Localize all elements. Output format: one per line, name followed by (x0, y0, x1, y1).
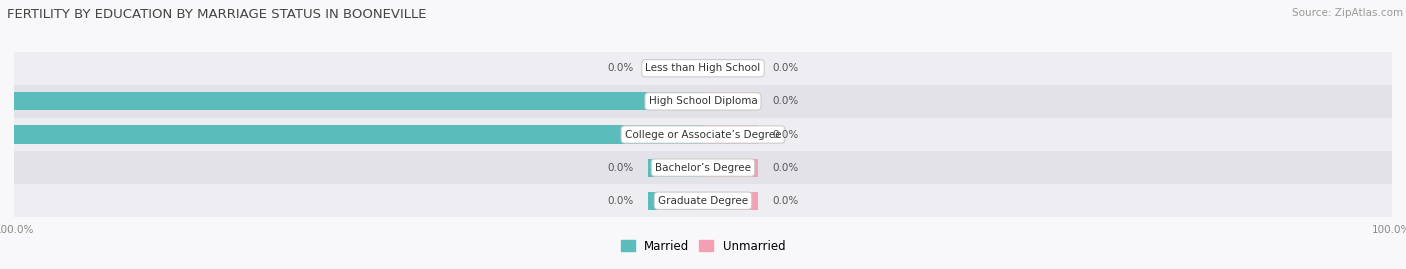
Bar (14, 125, 703, 144)
Text: 0.0%: 0.0% (772, 129, 799, 140)
Text: Graduate Degree: Graduate Degree (658, 196, 748, 206)
Bar (14, 85, 1392, 118)
Bar (703, 59, 758, 77)
Legend: Married, Unmarried: Married, Unmarried (620, 240, 786, 253)
Bar (14, 52, 1392, 85)
Text: 0.0%: 0.0% (772, 196, 799, 206)
Bar (703, 125, 758, 144)
Bar (14, 118, 1392, 151)
Bar (648, 158, 703, 177)
Bar (648, 92, 703, 111)
Bar (648, 59, 703, 77)
Text: College or Associate’s Degree: College or Associate’s Degree (624, 129, 782, 140)
Text: 0.0%: 0.0% (772, 162, 799, 173)
Text: 0.0%: 0.0% (607, 196, 634, 206)
Text: 0.0%: 0.0% (607, 63, 634, 73)
Bar (703, 158, 758, 177)
Bar (703, 92, 758, 111)
Bar (14, 151, 1392, 184)
Bar (648, 192, 703, 210)
Text: 0.0%: 0.0% (772, 96, 799, 107)
Text: Less than High School: Less than High School (645, 63, 761, 73)
Bar (648, 125, 703, 144)
Text: Bachelor’s Degree: Bachelor’s Degree (655, 162, 751, 173)
Text: 0.0%: 0.0% (772, 63, 799, 73)
Bar (703, 192, 758, 210)
Text: FERTILITY BY EDUCATION BY MARRIAGE STATUS IN BOONEVILLE: FERTILITY BY EDUCATION BY MARRIAGE STATU… (7, 8, 426, 21)
Bar (14, 92, 703, 111)
Text: Source: ZipAtlas.com: Source: ZipAtlas.com (1292, 8, 1403, 18)
Bar (14, 184, 1392, 217)
Text: High School Diploma: High School Diploma (648, 96, 758, 107)
Text: 0.0%: 0.0% (607, 162, 634, 173)
